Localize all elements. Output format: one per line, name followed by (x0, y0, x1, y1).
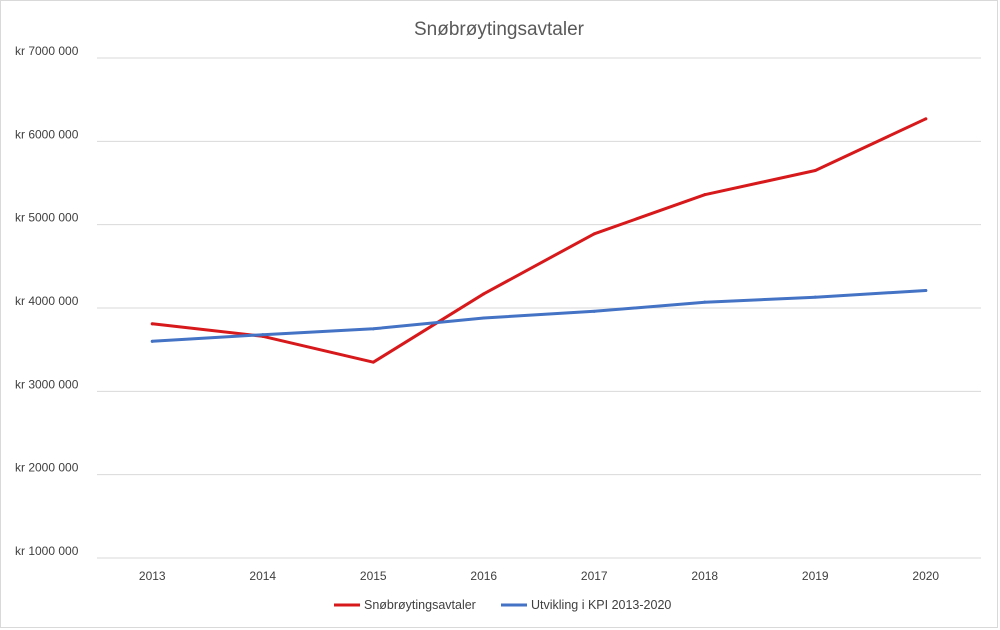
x-tick-label: 2016 (470, 569, 497, 583)
y-tick-label: kr 3000 000 (15, 377, 79, 391)
x-tick-label: 2017 (581, 569, 608, 583)
data-point (261, 333, 265, 337)
data-point (150, 339, 154, 343)
data-point (482, 316, 486, 320)
legend-item-1[interactable]: Snøbrøytingsavtaler (334, 598, 476, 612)
data-point (592, 309, 596, 313)
x-tick-label: 2014 (249, 569, 276, 583)
x-tick-label: 2018 (691, 569, 718, 583)
data-point (813, 169, 817, 172)
y-tick-label: kr 2000 000 (15, 461, 79, 475)
y-tick-label: kr 6000 000 (15, 127, 79, 141)
data-point (703, 193, 707, 197)
data-point (924, 117, 928, 121)
legend-item-2[interactable]: Utvikling i KPI 2013-2020 (501, 598, 671, 612)
x-tick-label: 2019 (802, 569, 829, 583)
data-point (592, 232, 596, 236)
data-point (703, 300, 707, 304)
y-tick-label: kr 5000 000 (15, 211, 79, 225)
x-tick-label: 2020 (912, 569, 939, 583)
y-tick-label: kr 7000 000 (15, 44, 79, 58)
chart-title: Snøbrøytingsavtaler (414, 19, 585, 40)
legend-label: Utvikling i KPI 2013-2020 (531, 598, 671, 612)
grid-lines (97, 57, 981, 559)
data-point (482, 292, 486, 296)
x-tick-label: 2013 (139, 569, 166, 583)
data-point (924, 289, 928, 292)
data-point (371, 360, 375, 364)
y-axis-ticks: kr 1000 000 kr 2000 000 kr 3000 000 kr 4000… (15, 44, 79, 558)
legend[interactable]: Snøbrøytingsavtaler Utvikling i KPI 2013-… (334, 598, 671, 612)
data-point (150, 322, 154, 326)
x-axis-ticks: 2013 2014 2015 2016 2017 2018 2019 2020 (139, 569, 940, 583)
x-tick-label: 2015 (360, 569, 387, 583)
data-point (371, 327, 375, 331)
series-line-1 (150, 117, 928, 364)
legend-label: Snøbrøytingsavtaler (364, 598, 476, 612)
y-tick-label: kr 1000 000 (15, 544, 79, 558)
series-lines (150, 117, 928, 364)
data-point (813, 295, 817, 299)
y-tick-label: kr 4000 000 (15, 294, 79, 308)
series-line-2 (150, 289, 928, 343)
